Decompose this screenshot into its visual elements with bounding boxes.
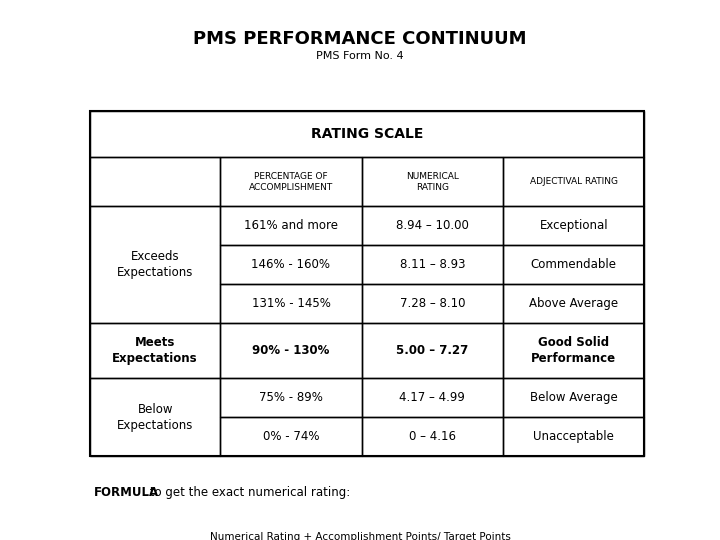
Text: 75% - 89%: 75% - 89%	[259, 392, 323, 404]
Text: Below Average: Below Average	[530, 392, 618, 404]
Bar	[220, 206, 361, 245]
Text: Below
Expectations: Below Expectations	[117, 403, 194, 432]
Text: 161% and more: 161% and more	[244, 219, 338, 232]
Text: 7.28 – 8.10: 7.28 – 8.10	[400, 297, 465, 310]
Bar	[90, 111, 644, 456]
Text: Numerical Rating + Accomplishment Points/ Target Points: Numerical Rating + Accomplishment Points…	[210, 532, 510, 540]
Text: 4.17 – 4.99: 4.17 – 4.99	[400, 392, 465, 404]
Text: Commendable: Commendable	[531, 258, 617, 271]
Text: 90% - 130%: 90% - 130%	[252, 344, 330, 357]
Bar	[503, 379, 644, 417]
Bar	[503, 157, 644, 206]
Bar	[361, 379, 503, 417]
Text: 8.94 – 10.00: 8.94 – 10.00	[396, 219, 469, 232]
Text: Meets
Expectations: Meets Expectations	[112, 336, 198, 365]
Text: 8.11 – 8.93: 8.11 – 8.93	[400, 258, 465, 271]
Text: 146% - 160%: 146% - 160%	[251, 258, 330, 271]
Text: 0% - 74%: 0% - 74%	[263, 430, 319, 443]
Bar	[220, 284, 361, 323]
Text: PMS PERFORMANCE CONTINUUM: PMS PERFORMANCE CONTINUUM	[193, 30, 527, 48]
Bar	[503, 323, 644, 379]
Text: Exceeds
Expectations: Exceeds Expectations	[117, 250, 194, 279]
Bar	[503, 284, 644, 323]
Bar	[361, 206, 503, 245]
Bar	[220, 417, 361, 456]
Text: PMS Form No. 4: PMS Form No. 4	[316, 51, 404, 62]
Bar	[90, 111, 644, 157]
Text: FORMULA: FORMULA	[94, 486, 158, 499]
Bar	[361, 417, 503, 456]
Bar	[361, 323, 503, 379]
Bar	[503, 417, 644, 456]
Text: Above Average: Above Average	[529, 297, 618, 310]
Text: to get the exact numerical rating:: to get the exact numerical rating:	[146, 486, 351, 499]
Bar	[220, 379, 361, 417]
Bar	[220, 323, 361, 379]
Bar	[90, 323, 220, 379]
Bar	[90, 206, 220, 323]
Bar	[220, 157, 361, 206]
Bar	[503, 206, 644, 245]
Text: ADJECTIVAL RATING: ADJECTIVAL RATING	[530, 177, 618, 186]
Text: 0 – 4.16: 0 – 4.16	[409, 430, 456, 443]
Bar	[90, 379, 220, 456]
Bar	[361, 284, 503, 323]
Bar	[361, 245, 503, 284]
Text: 5.00 – 7.27: 5.00 – 7.27	[396, 344, 469, 357]
Bar	[90, 157, 220, 206]
Bar	[361, 157, 503, 206]
Text: 131% - 145%: 131% - 145%	[251, 297, 330, 310]
Text: RATING SCALE: RATING SCALE	[311, 127, 423, 141]
Text: NUMERICAL
RATING: NUMERICAL RATING	[406, 172, 459, 192]
Text: Exceptional: Exceptional	[539, 219, 608, 232]
Bar	[220, 245, 361, 284]
Text: PERCENTAGE OF
ACCOMPLISHMENT: PERCENTAGE OF ACCOMPLISHMENT	[249, 172, 333, 192]
Text: Good Solid
Performance: Good Solid Performance	[531, 336, 616, 365]
Text: Unacceptable: Unacceptable	[534, 430, 614, 443]
Bar	[503, 245, 644, 284]
